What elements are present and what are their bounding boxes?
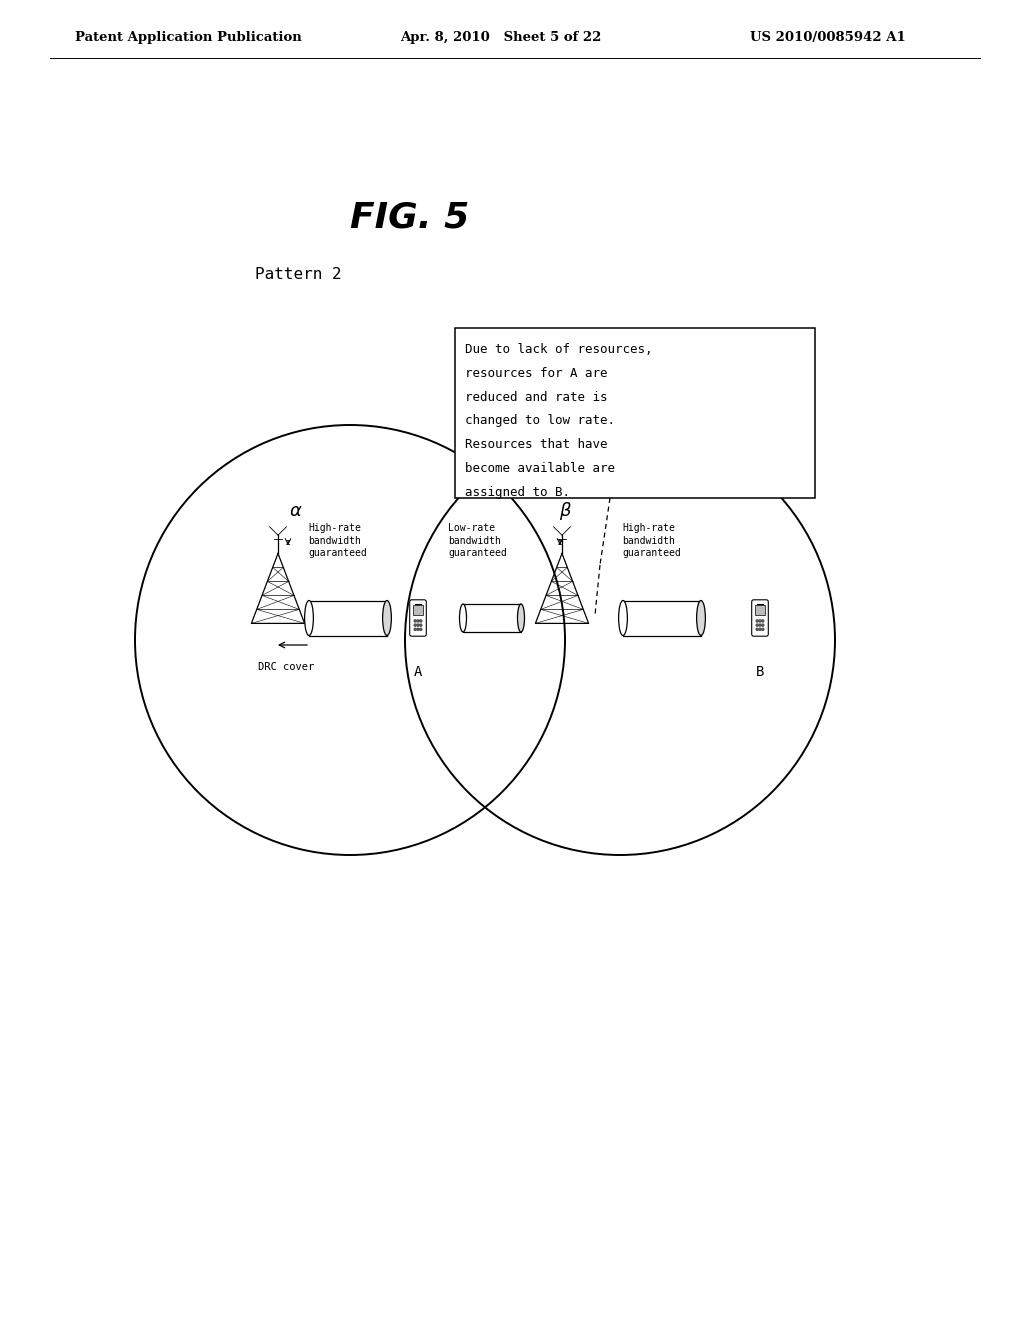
Text: assigned to B.: assigned to B.: [465, 486, 570, 499]
Circle shape: [762, 620, 764, 622]
Text: US 2010/0085942 A1: US 2010/0085942 A1: [750, 32, 906, 45]
Text: reduced and rate is: reduced and rate is: [465, 391, 607, 404]
Text: Due to lack of resources,: Due to lack of resources,: [465, 343, 652, 356]
Text: z: z: [558, 539, 562, 546]
Text: Pattern 2: Pattern 2: [255, 267, 342, 282]
Circle shape: [759, 628, 761, 631]
Circle shape: [414, 624, 417, 626]
Text: Patent Application Publication: Patent Application Publication: [75, 32, 302, 45]
Circle shape: [420, 628, 422, 631]
Ellipse shape: [460, 605, 467, 632]
Ellipse shape: [383, 601, 391, 635]
Text: Resources that have: Resources that have: [465, 438, 607, 451]
Circle shape: [417, 624, 419, 626]
Text: Low-rate
bandwidth
guaranteed: Low-rate bandwidth guaranteed: [449, 523, 507, 558]
Circle shape: [756, 624, 759, 626]
Circle shape: [414, 628, 417, 631]
Text: α: α: [289, 502, 301, 520]
Circle shape: [414, 620, 417, 622]
Text: β: β: [559, 502, 570, 520]
Text: A: A: [414, 665, 422, 678]
Text: resources for A are: resources for A are: [465, 367, 607, 380]
Ellipse shape: [304, 601, 313, 635]
Bar: [463, 605, 521, 632]
Circle shape: [420, 620, 422, 622]
Ellipse shape: [618, 601, 628, 635]
Circle shape: [759, 624, 761, 626]
Text: Apr. 8, 2010   Sheet 5 of 22: Apr. 8, 2010 Sheet 5 of 22: [400, 32, 601, 45]
Circle shape: [756, 620, 759, 622]
FancyBboxPatch shape: [752, 599, 768, 636]
Circle shape: [756, 628, 759, 631]
Text: FIG. 5: FIG. 5: [350, 201, 469, 235]
Text: High-rate
bandwidth
guaranteed: High-rate bandwidth guaranteed: [622, 523, 681, 558]
Circle shape: [417, 628, 419, 631]
Text: z: z: [286, 539, 290, 546]
Bar: [455, 327, 815, 498]
Ellipse shape: [517, 605, 524, 632]
Ellipse shape: [696, 601, 706, 635]
Text: DRC cover: DRC cover: [258, 663, 314, 672]
FancyBboxPatch shape: [410, 599, 426, 636]
Bar: [309, 601, 387, 635]
Text: High-rate
bandwidth
guaranteed: High-rate bandwidth guaranteed: [308, 523, 367, 558]
Text: B: B: [756, 665, 764, 678]
Circle shape: [420, 624, 422, 626]
Text: become available are: become available are: [465, 462, 615, 475]
Circle shape: [762, 624, 764, 626]
Circle shape: [417, 620, 419, 622]
Text: changed to low rate.: changed to low rate.: [465, 414, 615, 428]
Circle shape: [762, 628, 764, 631]
Bar: [623, 601, 701, 635]
Bar: [414, 605, 423, 615]
Circle shape: [759, 620, 761, 622]
Bar: [756, 605, 765, 615]
